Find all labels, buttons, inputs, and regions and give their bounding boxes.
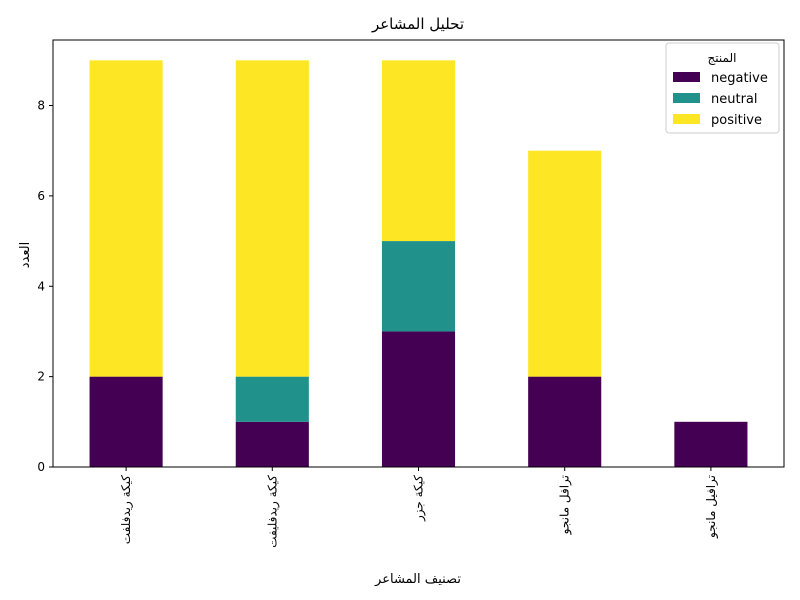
bar-positive-2 (235, 60, 309, 377)
bar-positive-4 (528, 150, 602, 377)
x-tick-label: ترافل مانجو (558, 475, 573, 535)
legend: المنتج negative neutral positive (665, 42, 780, 134)
legend-label-neutral: neutral (711, 92, 758, 107)
legend-frame (665, 42, 780, 134)
x-tick-label: كيكة ريدفليفت (265, 475, 280, 548)
x-tick-label: كيكة ريدفلفت (119, 475, 134, 544)
x-axis-label: تصنيف المشاعر (374, 572, 461, 587)
axes-frame (52, 39, 785, 468)
bar-neutral-2 (235, 376, 309, 422)
y-axis-label: العدد (18, 242, 33, 268)
x-tick-label: كيكة جزر (412, 475, 427, 522)
x-tick-label: ترافيل مانجو (704, 475, 719, 539)
bar-negative-2 (235, 421, 309, 467)
y-tick-label: 2 (37, 370, 45, 384)
legend-swatch-positive (673, 114, 700, 124)
legend-label-negative: negative (711, 71, 768, 86)
legend-swatch-negative (673, 72, 700, 82)
bar-negative-4 (528, 376, 602, 467)
bar-negative-3 (381, 331, 456, 467)
y-tick-label: 8 (37, 99, 45, 113)
y-tick-label: 0 (37, 460, 45, 474)
bar-neutral-3 (381, 241, 456, 332)
bar-negative-5 (674, 421, 748, 467)
bar-positive-3 (381, 60, 456, 242)
legend-title: المنتج (708, 51, 737, 65)
y-tick-label: 4 (37, 279, 45, 293)
bar-positive-1 (89, 60, 163, 377)
legend-label-positive: positive (711, 113, 762, 128)
chart-title: تحليل المشاعر (371, 15, 464, 33)
bar-negative-1 (89, 376, 163, 467)
plot-area: كيكة ريدفلفت كيكة ريدفليفت كيكة جزر ترافل م… (37, 39, 785, 548)
legend-swatch-neutral (673, 93, 700, 103)
y-tick-label: 6 (37, 189, 45, 203)
